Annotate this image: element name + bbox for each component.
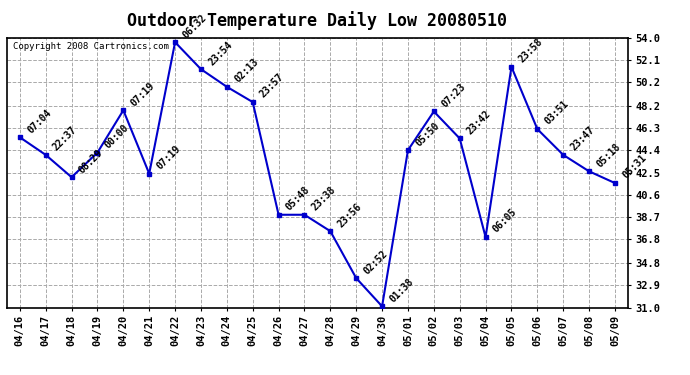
Text: 23:38: 23:38 <box>310 185 338 213</box>
Text: 06:32: 06:32 <box>181 12 208 40</box>
Text: 05:31: 05:31 <box>620 153 649 181</box>
Text: 08:29: 08:29 <box>77 147 105 175</box>
Text: 23:42: 23:42 <box>465 108 493 136</box>
Text: 02:52: 02:52 <box>362 248 390 276</box>
Text: 07:23: 07:23 <box>440 81 467 109</box>
Text: 05:48: 05:48 <box>284 185 312 213</box>
Text: 23:58: 23:58 <box>517 37 545 64</box>
Text: 22:37: 22:37 <box>51 125 79 153</box>
Text: Outdoor Temperature Daily Low 20080510: Outdoor Temperature Daily Low 20080510 <box>128 11 507 30</box>
Text: 07:19: 07:19 <box>155 144 183 171</box>
Text: 23:57: 23:57 <box>258 72 286 100</box>
Text: 05:18: 05:18 <box>595 141 622 169</box>
Text: 06:05: 06:05 <box>491 207 519 235</box>
Text: 07:19: 07:19 <box>129 80 157 108</box>
Text: 23:56: 23:56 <box>336 201 364 229</box>
Text: 03:51: 03:51 <box>543 99 571 127</box>
Text: 02:13: 02:13 <box>233 57 260 85</box>
Text: Copyright 2008 Cartronics.com: Copyright 2008 Cartronics.com <box>13 42 169 51</box>
Text: 07:04: 07:04 <box>26 107 53 135</box>
Text: 01:38: 01:38 <box>388 276 415 304</box>
Text: 00:00: 00:00 <box>103 123 131 150</box>
Text: 23:47: 23:47 <box>569 125 597 153</box>
Text: 23:54: 23:54 <box>206 39 235 67</box>
Text: 05:50: 05:50 <box>413 120 442 148</box>
